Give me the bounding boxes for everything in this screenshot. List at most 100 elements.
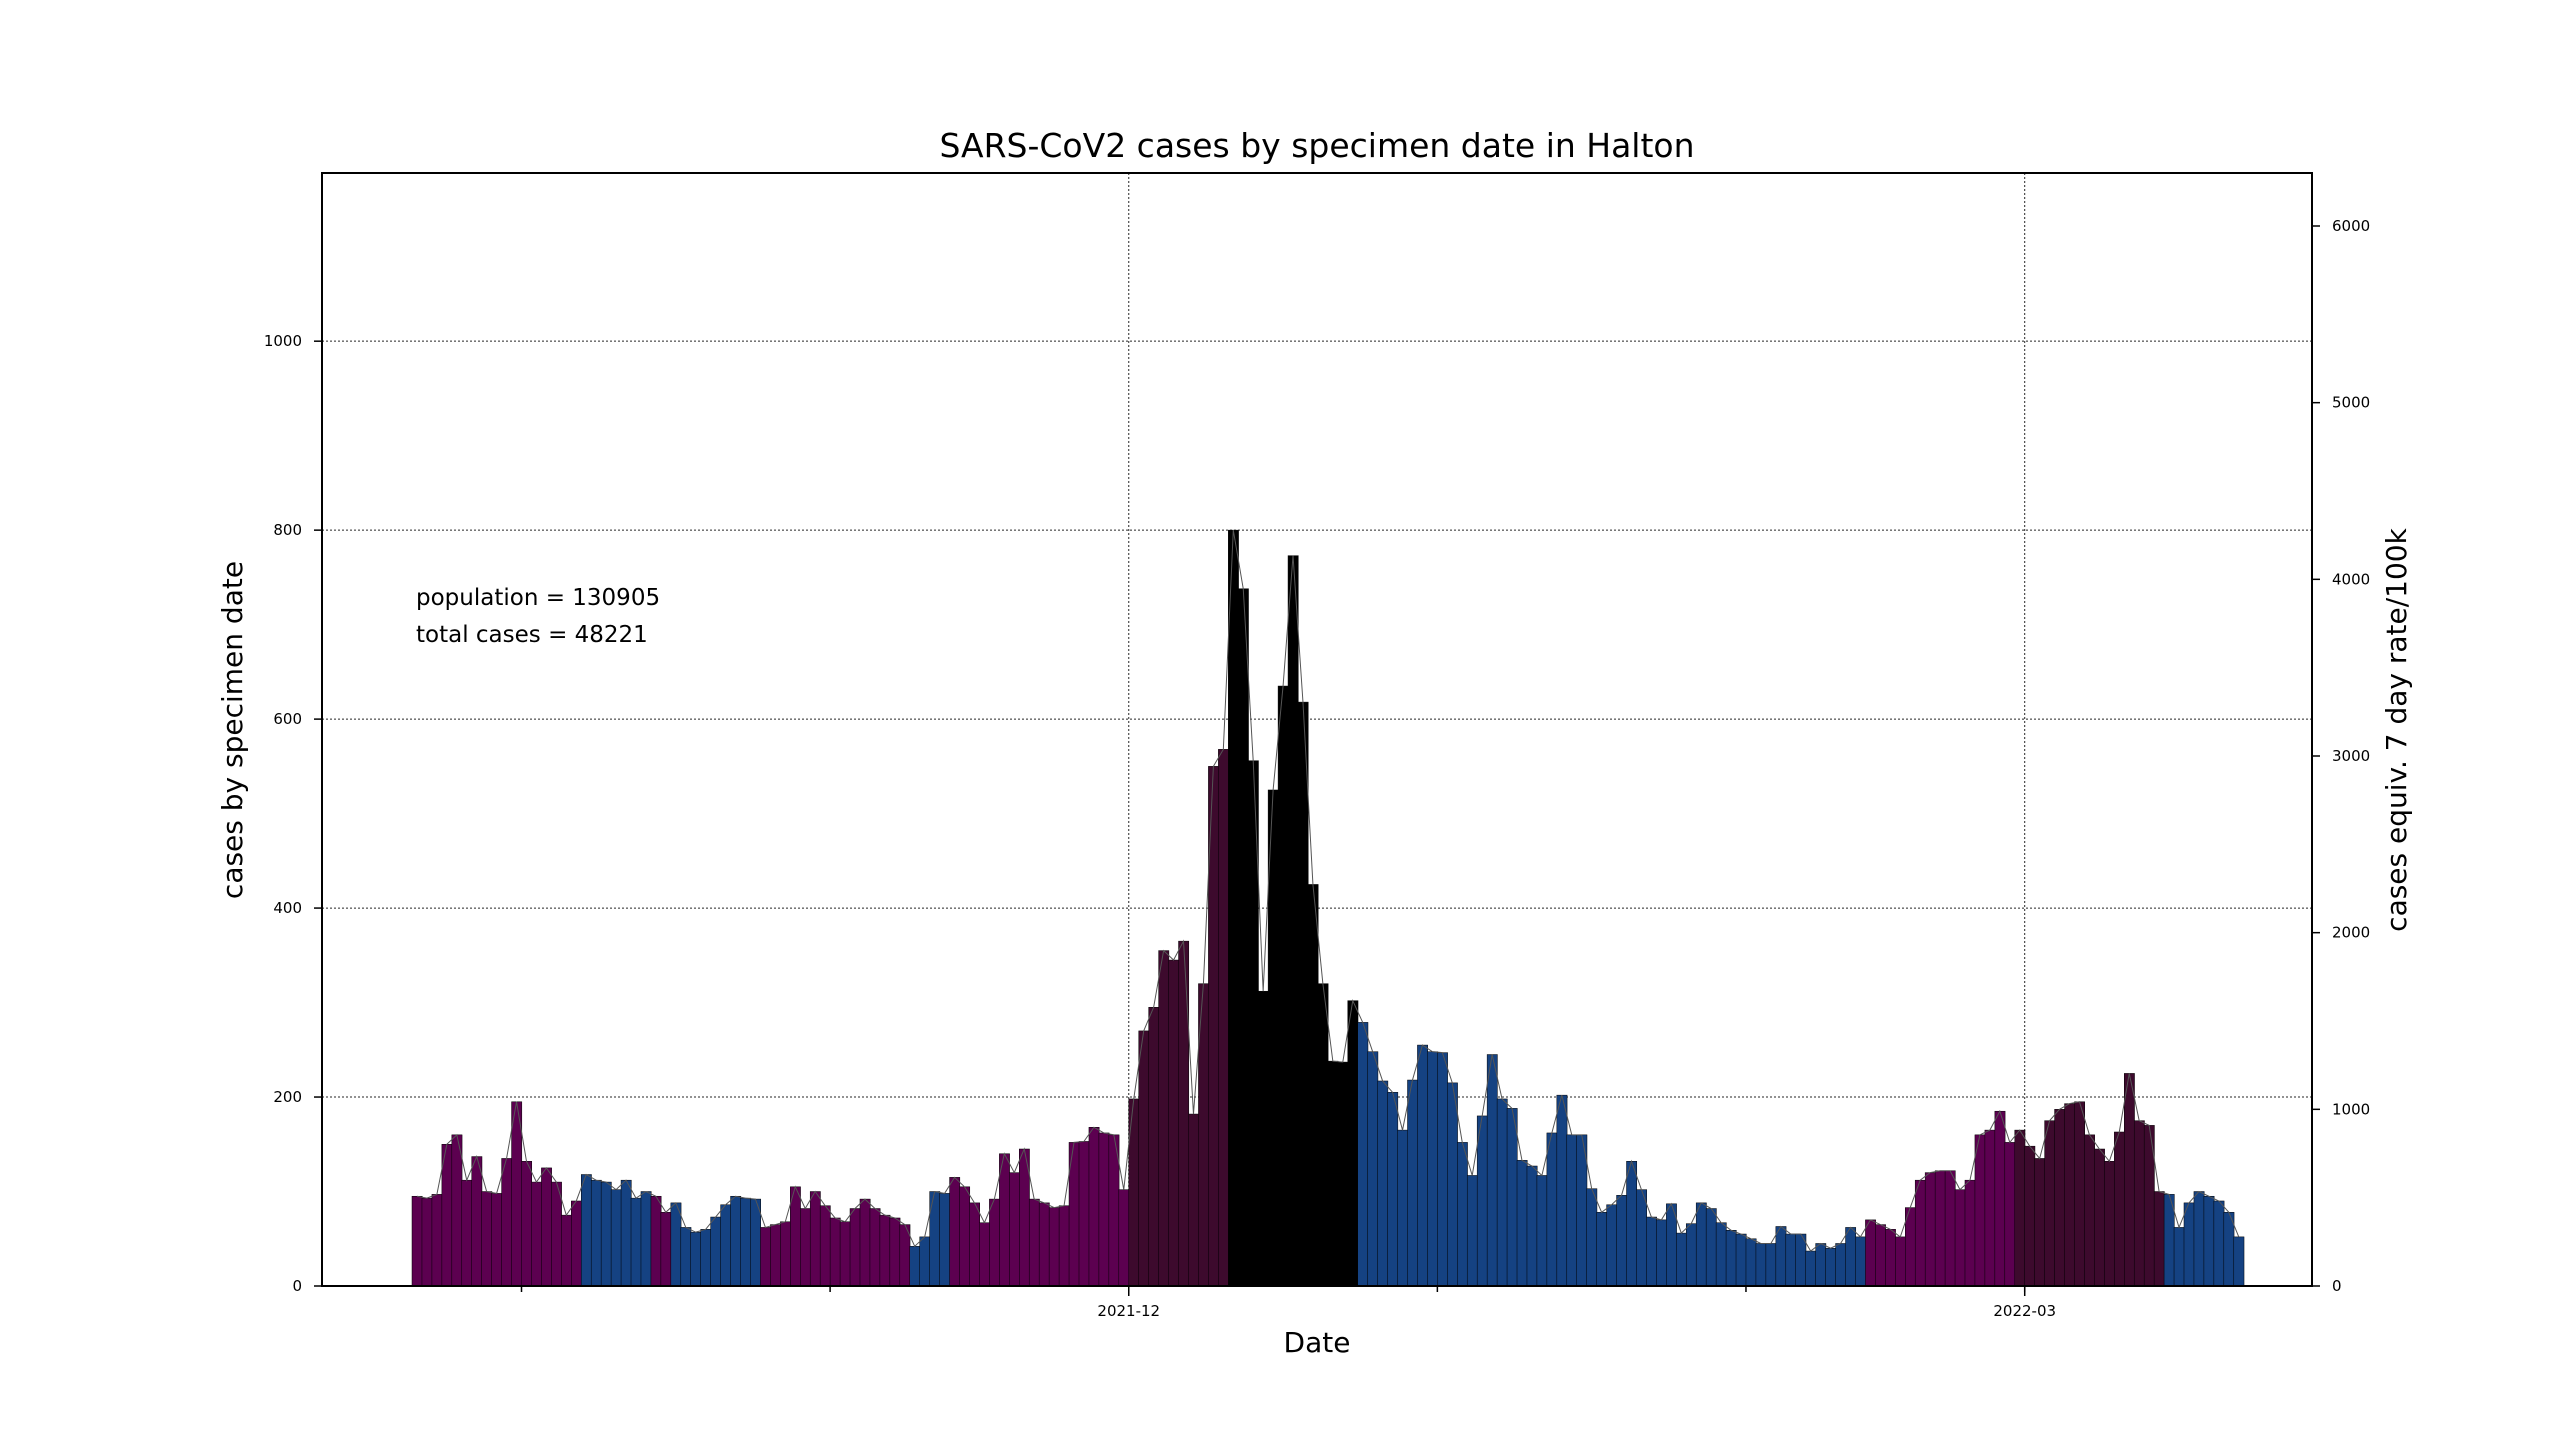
bar <box>1685 1223 1697 1287</box>
bar <box>1556 1094 1568 1287</box>
bar <box>2014 1129 2026 1287</box>
bar <box>1536 1175 1548 1287</box>
bar <box>1865 1219 1876 1287</box>
bar <box>790 1186 801 1287</box>
bar <box>1626 1161 1638 1287</box>
bar <box>1118 1189 1130 1287</box>
bar <box>1427 1051 1438 1287</box>
y-right-tick-label: 4000 <box>2332 570 2370 588</box>
bar <box>1486 1054 1498 1287</box>
bar <box>1964 1179 1976 1287</box>
bar <box>1596 1212 1608 1287</box>
bar <box>2084 1134 2095 1287</box>
bar <box>1307 884 1319 1287</box>
bar <box>1277 685 1289 1287</box>
y-right-tick-label: 2000 <box>2332 924 2370 942</box>
bar <box>1476 1115 1488 1287</box>
bar <box>1287 555 1299 1287</box>
bar <box>2183 1202 2195 1287</box>
y-tick-label: 800 <box>273 521 302 539</box>
bar <box>2024 1145 2036 1287</box>
bar <box>1357 1022 1369 1287</box>
y-axis-right-label: cases equiv. 7 day rate/100k <box>2380 527 2413 931</box>
bar <box>541 1167 552 1287</box>
bar <box>1715 1222 1727 1287</box>
bar <box>829 1217 841 1287</box>
bar <box>421 1197 433 1287</box>
plot-frame <box>321 172 2313 1287</box>
bar <box>1656 1219 1667 1287</box>
bar <box>670 1202 682 1287</box>
bar <box>620 1179 632 1287</box>
bar <box>760 1227 771 1287</box>
bar <box>1785 1233 1797 1287</box>
bar <box>471 1156 483 1287</box>
y-tick-label: 1000 <box>264 332 302 350</box>
bar <box>2094 1148 2105 1287</box>
bar <box>1367 1051 1379 1287</box>
bar <box>809 1191 821 1287</box>
bar <box>1765 1243 1777 1287</box>
bar <box>2213 1200 2225 1287</box>
bar <box>2054 1109 2066 1287</box>
bar <box>1944 1170 1956 1287</box>
population-annotation: population = 130905 <box>416 585 660 611</box>
bar <box>770 1224 781 1287</box>
bar <box>1676 1232 1687 1287</box>
bar <box>1466 1175 1478 1287</box>
bar <box>590 1179 602 1287</box>
bar <box>1636 1189 1647 1287</box>
bar <box>1735 1233 1747 1287</box>
bar <box>2173 1227 2185 1287</box>
bar <box>2004 1142 2016 1287</box>
bar <box>610 1189 622 1287</box>
bar <box>1377 1080 1389 1287</box>
bar <box>1188 1113 1199 1287</box>
bar <box>431 1194 443 1287</box>
bar <box>2193 1191 2205 1287</box>
bar <box>1138 1030 1150 1287</box>
bar <box>1795 1233 1807 1287</box>
total-cases-annotation: total cases = 48221 <box>416 622 648 648</box>
bar <box>1337 1061 1349 1287</box>
bar <box>1546 1132 1558 1287</box>
bar <box>1506 1108 1518 1287</box>
bar <box>1257 990 1269 1287</box>
bar <box>1755 1243 1767 1287</box>
y-right-tick-label: 6000 <box>2332 217 2370 235</box>
bar <box>750 1198 761 1287</box>
chart-title: SARS-CoV2 cases by specimen date in Halt… <box>939 126 1694 165</box>
bar <box>1148 1007 1160 1287</box>
bar <box>1317 983 1329 1287</box>
bar <box>780 1221 791 1287</box>
bar <box>2223 1212 2235 1287</box>
bar <box>1825 1247 1837 1287</box>
bar <box>1815 1243 1827 1287</box>
bar <box>1914 1179 1926 1287</box>
y-right-tick-label: 1000 <box>2332 1100 2370 1118</box>
bar <box>999 1153 1010 1287</box>
bar <box>630 1197 642 1287</box>
bar <box>1158 950 1170 1287</box>
bar <box>531 1181 542 1287</box>
bar <box>1775 1226 1787 1287</box>
bar <box>1297 701 1309 1287</box>
bar <box>491 1193 503 1287</box>
bar <box>1606 1204 1618 1287</box>
bar <box>2124 1073 2135 1287</box>
bar <box>1646 1216 1657 1287</box>
bar <box>680 1227 692 1287</box>
bar <box>1397 1129 1409 1287</box>
bar <box>1705 1208 1717 1287</box>
bar <box>1088 1127 1100 1287</box>
bar <box>1695 1202 1707 1287</box>
bar <box>1855 1236 1866 1287</box>
bar <box>1178 940 1190 1287</box>
bar <box>849 1208 861 1287</box>
bar <box>451 1134 463 1287</box>
bar <box>1586 1188 1598 1287</box>
y-tick-label: 0 <box>292 1277 302 1295</box>
trend-line <box>416 530 2240 1252</box>
bar <box>2044 1120 2056 1287</box>
